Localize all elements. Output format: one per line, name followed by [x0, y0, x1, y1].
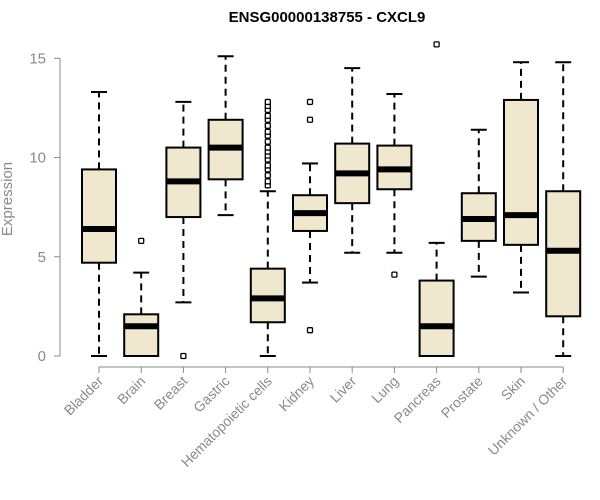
- box-bladder: [81, 90, 117, 357]
- outlier-point: [180, 352, 187, 360]
- x-tick-label: Unknown / Other: [485, 373, 571, 459]
- iqr-box: [503, 98, 539, 246]
- x-tick-label: Breast: [151, 373, 191, 413]
- outlier-point: [264, 162, 271, 169]
- outlier-point: [264, 172, 271, 179]
- iqr-box: [81, 168, 117, 264]
- iqr-box: [418, 279, 455, 358]
- x-tick-label: Brain: [114, 373, 148, 407]
- box-liver: [334, 67, 371, 254]
- outlier-point: [264, 178, 271, 185]
- y-tick-label: 5: [38, 249, 46, 266]
- box-pancreas: [418, 41, 455, 358]
- box-brain: [123, 237, 160, 358]
- outlier-point: [264, 144, 271, 151]
- outlier-point: [264, 112, 271, 119]
- iqr-box: [123, 313, 160, 358]
- outlier-point: [138, 237, 145, 245]
- outlier-point: [433, 41, 440, 48]
- box-gastric: [207, 55, 244, 217]
- box-skin: [503, 61, 539, 294]
- outlier-point: [306, 116, 314, 123]
- outlier-point: [264, 122, 271, 129]
- x-tick-label: Kidney: [276, 373, 318, 415]
- outlier-point: [306, 98, 314, 106]
- y-tick-label: 0: [38, 348, 46, 365]
- box-hematopoietic-cells: [249, 98, 286, 357]
- x-tick-label: Pancreas: [391, 373, 444, 426]
- box-breast: [165, 100, 202, 360]
- x-tick-label: Liver: [327, 373, 360, 406]
- y-tick-label: 15: [29, 50, 46, 67]
- y-tick-label: 10: [29, 150, 46, 167]
- x-tick-label: Bladder: [61, 373, 107, 419]
- outlier-point: [264, 128, 271, 135]
- outlier-point: [306, 327, 314, 334]
- box-unknown-other: [545, 61, 582, 357]
- chart-title: ENSG00000138755 - CXCL9: [229, 9, 426, 26]
- axes: 0 5 10 15: [29, 50, 564, 373]
- box-kidney: [292, 98, 328, 334]
- boxes-layer: [81, 41, 582, 360]
- box-prostate: [460, 128, 497, 278]
- outlier-point: [264, 98, 271, 106]
- x-tick-label: Lung: [368, 373, 401, 406]
- box-lung: [376, 92, 413, 278]
- x-tick-label: Skin: [498, 373, 529, 404]
- outlier-point: [264, 138, 271, 145]
- y-axis-label: Expression: [0, 162, 16, 236]
- x-tick-label: Prostate: [438, 373, 486, 421]
- outlier-point: [391, 271, 398, 278]
